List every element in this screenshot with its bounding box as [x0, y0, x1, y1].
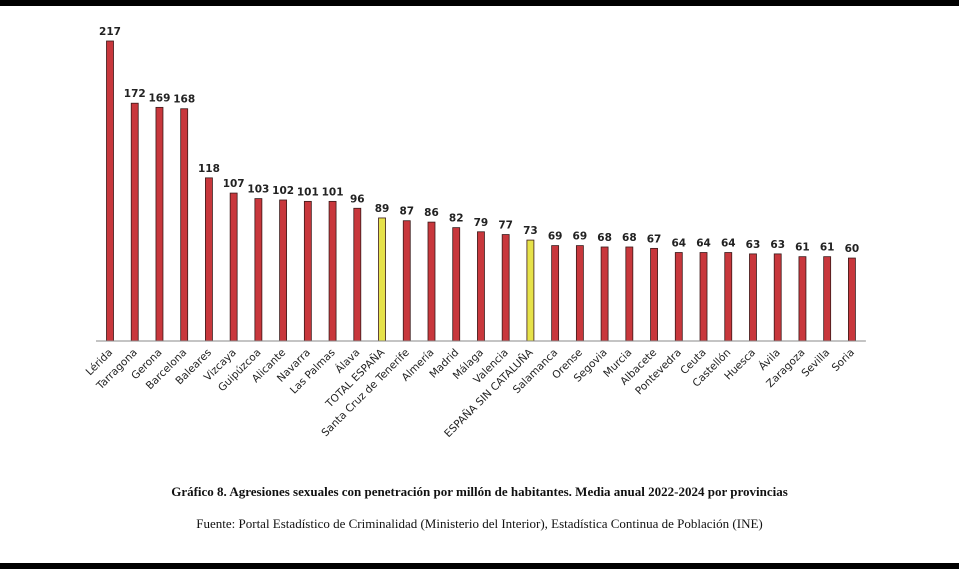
value-label-soria: 60: [845, 243, 860, 255]
bar-barcelona: [180, 108, 189, 342]
bar-guipuzcoa: [254, 198, 263, 342]
bar-sevilla: [823, 256, 832, 342]
value-label-albacete: 67: [647, 233, 662, 245]
bar-total-espana: [378, 217, 386, 342]
bar-pontevedra: [674, 252, 683, 342]
bar-valencia: [501, 234, 510, 342]
bar-zaragoza: [798, 256, 807, 342]
chart-caption-title: Gráfico 8. Agresiones sexuales con penet…: [171, 484, 788, 499]
bar-castellon: [724, 252, 733, 342]
bar-malaga: [477, 231, 485, 342]
value-label-tarragona: 172: [124, 88, 146, 100]
value-label-navarra: 101: [297, 186, 319, 198]
value-label-ceuta: 64: [696, 238, 711, 250]
bar-las-palmas: [328, 200, 337, 342]
category-label-sevilla: Sevilla: [799, 347, 832, 380]
value-label-almeria: 86: [424, 207, 439, 219]
bar-gerona: [155, 106, 164, 342]
bar-albacete: [650, 247, 658, 342]
bar-santa-cruz-de-tenerife: [402, 220, 411, 342]
bar-ceuta: [699, 252, 708, 342]
value-label-segovia: 68: [597, 232, 612, 244]
value-label-madrid: 82: [449, 213, 464, 225]
bar-almeria: [427, 221, 436, 342]
bar-chart: 217Lérida172Tarragona169Gerona168Barcelo…: [84, 26, 866, 440]
bar-navarra: [303, 200, 312, 342]
value-label-lerida: 217: [99, 26, 121, 38]
bar-murcia: [625, 246, 634, 342]
bar-vizcaya: [229, 192, 238, 342]
page: 217 Lérida 172 Tarragona 169 Gerona 168 Barcelo…: [0, 6, 959, 563]
value-label-sevilla: 61: [820, 242, 835, 254]
value-label-salamanca: 69: [548, 231, 563, 243]
value-label-valencia: 77: [498, 220, 513, 232]
value-label-zaragoza: 61: [795, 242, 810, 254]
value-label-pontevedra: 64: [671, 238, 686, 250]
value-label-total-espana: 89: [375, 203, 390, 215]
bar-baleares: [205, 177, 213, 342]
bar-orense: [575, 245, 584, 342]
value-label-alicante: 102: [272, 185, 294, 197]
bar-alava: [353, 207, 362, 342]
chart-caption-source: Fuente: Portal Estadístico de Criminalid…: [196, 516, 763, 531]
bars-group: [106, 40, 856, 342]
value-label-santa-cruz-de-tenerife: 87: [399, 206, 414, 218]
bar-segovia: [600, 246, 609, 342]
bar-lerida: [106, 40, 114, 342]
bar-madrid: [452, 227, 461, 342]
value-label-malaga: 79: [474, 217, 489, 229]
value-label-baleares: 118: [198, 163, 220, 175]
value-label-vizcaya: 107: [223, 178, 245, 190]
value-label-orense: 69: [573, 231, 588, 243]
bar-alicante: [279, 199, 288, 342]
value-label-gerona: 169: [148, 92, 170, 104]
category-label-soria: Soria: [830, 347, 857, 374]
bar-salamanca: [551, 245, 560, 342]
value-label-las-palmas: 101: [322, 186, 344, 198]
bar-huesca: [749, 253, 757, 342]
value-label-murcia: 68: [622, 232, 637, 244]
bar-avila: [773, 253, 782, 342]
value-label-avila: 63: [770, 239, 785, 251]
value-label-huesca: 63: [746, 239, 761, 251]
bar-espana-sin-cataluna: [526, 239, 535, 342]
bar-tarragona: [130, 102, 139, 342]
bar-soria: [848, 257, 856, 342]
labels-group: 217Lérida172Tarragona169Gerona168Barcelo…: [84, 26, 860, 440]
value-label-barcelona: 168: [173, 94, 195, 106]
value-label-espana-sin-cataluna: 73: [523, 225, 538, 237]
value-label-guipuzcoa: 103: [247, 184, 269, 196]
value-label-alava: 96: [350, 193, 365, 205]
value-label-castellon: 64: [721, 238, 736, 250]
